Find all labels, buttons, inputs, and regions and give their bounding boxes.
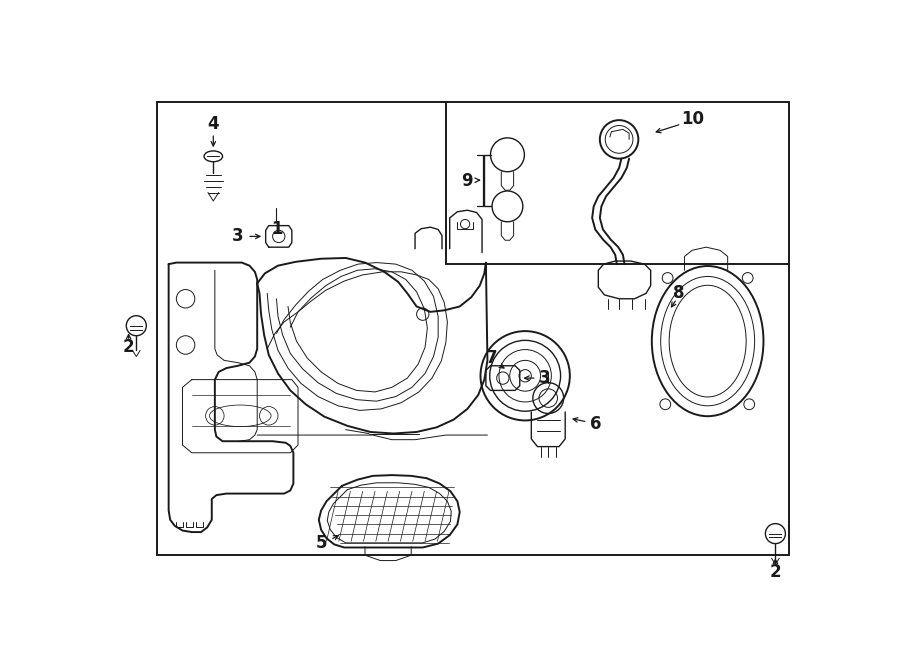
Text: 2: 2 — [770, 563, 781, 581]
Text: 9: 9 — [462, 172, 473, 190]
Text: 3: 3 — [538, 369, 550, 387]
Text: 8: 8 — [672, 284, 684, 302]
Text: 10: 10 — [680, 110, 704, 128]
Text: 1: 1 — [271, 221, 283, 239]
Text: 4: 4 — [208, 115, 219, 133]
Text: 7: 7 — [486, 349, 498, 367]
Text: 5: 5 — [315, 534, 327, 552]
Text: 3: 3 — [232, 227, 244, 245]
Text: 6: 6 — [590, 415, 602, 433]
Text: 2: 2 — [122, 338, 134, 356]
